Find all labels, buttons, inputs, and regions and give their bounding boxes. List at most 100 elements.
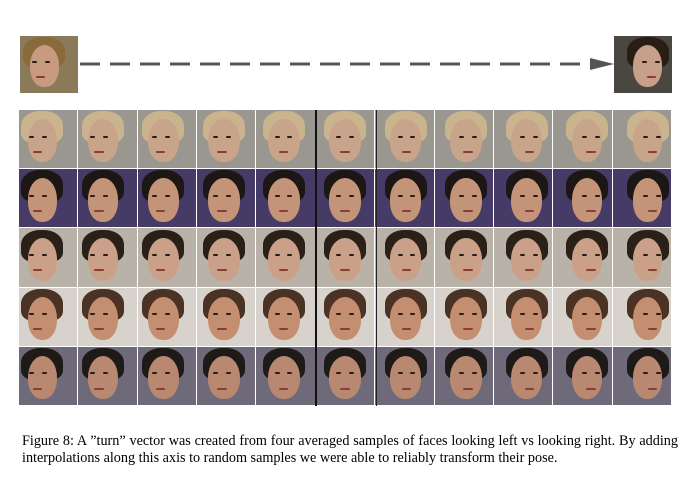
face-skin [633, 237, 663, 281]
face-skin [208, 237, 240, 281]
face-eye [397, 313, 403, 316]
face-skin [148, 178, 179, 222]
face-skin [208, 119, 240, 163]
face-skin [572, 237, 603, 281]
face-skin [148, 237, 179, 281]
face-eye [533, 313, 539, 316]
face-eye [28, 313, 34, 316]
face-eye [225, 372, 231, 375]
face-eye [397, 372, 403, 375]
face-eye [151, 135, 157, 138]
grid-face-cell [137, 287, 197, 346]
grid-face-cell [197, 287, 256, 346]
face-skin [268, 296, 301, 340]
face-mouth [647, 209, 657, 212]
face-eye [471, 253, 477, 256]
face-mouth [463, 328, 473, 331]
face-eye [41, 194, 47, 197]
face-eye [287, 194, 293, 197]
grid-face-cell [19, 346, 78, 405]
grid-face-cell [375, 346, 434, 405]
face-eye [225, 135, 231, 138]
interpolation-grid [19, 110, 672, 406]
face-mouth [340, 150, 350, 153]
arrow-head [590, 58, 614, 70]
face-eye [581, 313, 587, 316]
face-eye [397, 135, 403, 138]
face-skin [633, 296, 663, 340]
grid-face-cell [256, 228, 315, 287]
grid-face-cell [612, 169, 671, 228]
face-mouth [647, 387, 657, 390]
face-eye [520, 135, 526, 138]
face-mouth [278, 387, 289, 390]
grid-face-cell [315, 346, 375, 405]
face-eye [642, 61, 648, 64]
face-skin [208, 296, 240, 340]
face-eye [225, 253, 231, 256]
grid-face-cell [612, 287, 671, 346]
grid-face-cell [612, 346, 671, 405]
face-eye [594, 372, 600, 375]
face-eye [225, 194, 231, 197]
face-mouth [524, 209, 535, 212]
face-skin [87, 178, 118, 222]
face-eye [336, 253, 342, 256]
grid-face-cell [553, 169, 612, 228]
face-eye [533, 135, 539, 138]
grid-face-cell [256, 169, 315, 228]
face-mouth [586, 150, 596, 153]
face-skin [148, 356, 179, 400]
face-skin [148, 296, 179, 340]
face-eye [656, 372, 662, 375]
face-mouth [646, 75, 656, 78]
face-mouth [278, 209, 289, 212]
face-eye [471, 194, 477, 197]
face-eye [655, 61, 661, 64]
grid-face-cell [553, 110, 612, 169]
grid-face-cell [612, 110, 671, 169]
face-skin [87, 296, 118, 340]
face-eye [164, 372, 170, 375]
face-skin [450, 178, 482, 222]
face-eye [458, 313, 464, 316]
face-eye [213, 135, 219, 138]
face-eye [213, 313, 219, 316]
face-mouth [647, 269, 657, 272]
face-mouth [278, 269, 289, 272]
grid-face-cell [375, 169, 434, 228]
grid-face-cell [137, 228, 197, 287]
grid-face-cell [553, 287, 612, 346]
face-eye [31, 61, 37, 64]
grid-face-cell [78, 169, 137, 228]
grid-face-cell [78, 228, 137, 287]
face-skin [27, 119, 57, 163]
face-eye [410, 253, 416, 256]
grid-face-cell [375, 228, 434, 287]
face-eye [594, 194, 600, 197]
grid-face-cell [256, 287, 315, 346]
face-mouth [586, 209, 596, 212]
grid-face-cell [553, 346, 612, 405]
grid-face-cell [137, 169, 197, 228]
grid-face-cell [493, 346, 553, 405]
face-skin [389, 237, 422, 281]
face-eye [520, 253, 526, 256]
grid-face-cell [19, 287, 78, 346]
face-eye [594, 313, 600, 316]
face-skin [29, 45, 60, 88]
face-eye [164, 135, 170, 138]
face-mouth [463, 209, 473, 212]
face-mouth [340, 209, 350, 212]
face-eye [41, 253, 47, 256]
face-eye [28, 135, 34, 138]
face-skin [148, 119, 179, 163]
face-mouth [155, 209, 166, 212]
face-mouth [401, 150, 412, 153]
face-mouth [33, 150, 43, 153]
face-eye [336, 313, 342, 316]
grid-face-cell [434, 110, 493, 169]
face-mouth [94, 328, 104, 331]
face-eye [164, 313, 170, 316]
grid-face-cell [256, 346, 315, 405]
